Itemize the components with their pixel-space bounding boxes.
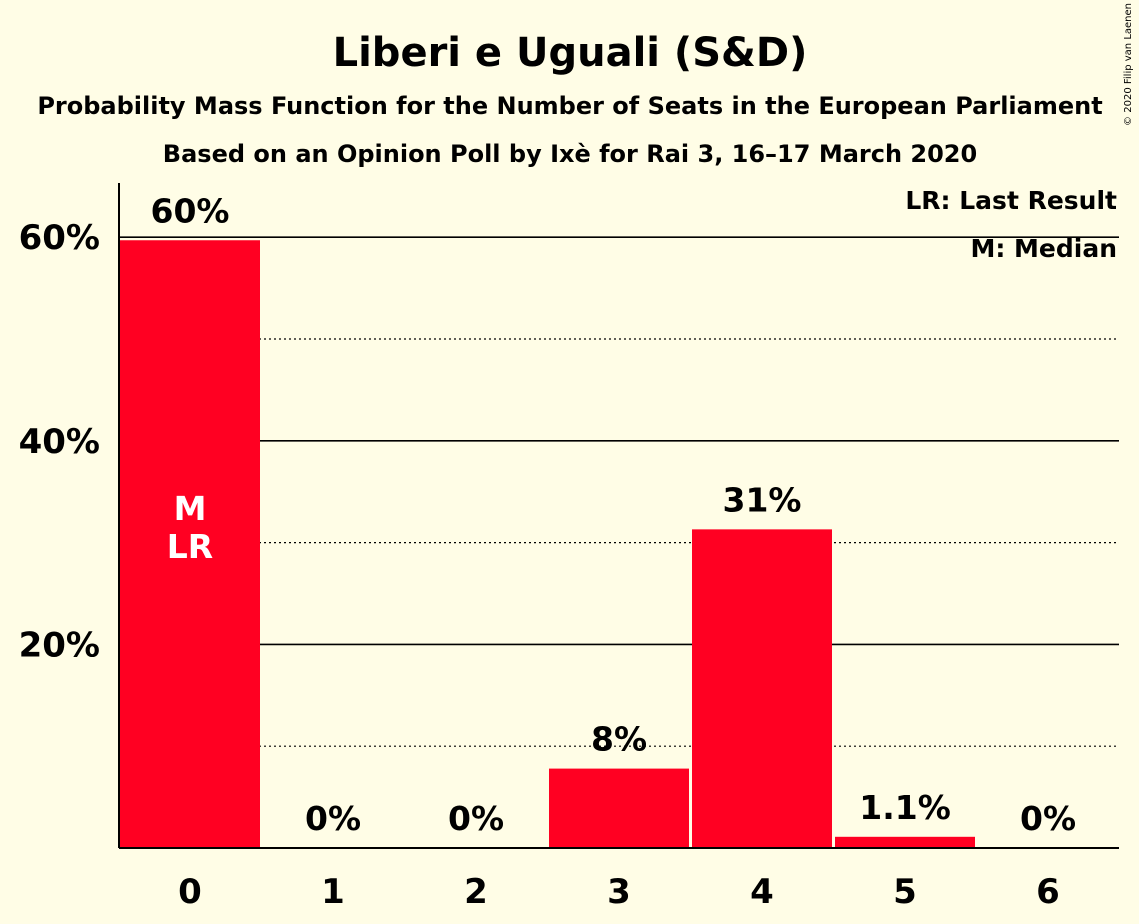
y-tick-label: 20% [19,625,100,665]
bar-seats-3 [549,768,689,848]
y-tick-label: 60% [19,218,100,258]
x-tick-label: 5 [893,872,917,912]
x-tick-label: 3 [607,872,631,912]
bars [120,240,975,848]
x-tick-label: 2 [464,872,488,912]
legend-entry-median: M: Median [970,234,1117,263]
in-bar-marker-m: M [174,489,207,528]
bar-seats-4 [692,529,832,848]
bar-seats-5 [835,836,975,848]
data-label-seats-3: 8% [591,720,647,759]
data-label-seats-4: 31% [723,480,802,519]
data-label-seats-2: 0% [448,799,504,838]
x-tick-label: 6 [1036,872,1060,912]
data-labels: 60% 0% 0% 8% 31% 1.1% 0% MLR [151,191,1077,838]
bar-seats-0 [120,240,260,848]
y-tick-label: 40% [19,422,100,462]
gridlines [119,236,1119,747]
data-label-seats-0: 60% [151,191,230,230]
data-label-seats-1: 0% [305,799,361,838]
chart-subtitle-poll: Based on an Opinion Poll by Ixè for Rai … [163,140,977,168]
in-bar-marker-lr: LR [167,527,213,566]
chart-title: Liberi e Uguali (S&D) [333,30,808,76]
data-label-seats-6: 0% [1020,799,1076,838]
x-tick-label: 4 [750,872,774,912]
legend-entry-last-result: LR: Last Result [905,186,1117,215]
x-tick-label: 1 [321,872,345,912]
chart-subtitle: Probability Mass Function for the Number… [37,92,1102,120]
x-tick-label: 0 [178,872,202,912]
data-label-seats-5: 1.1% [859,788,951,827]
copyright-notice: © 2020 Filip van Laenen [1123,3,1134,126]
axes: 20% 40% 60% 0 1 2 3 4 5 6 [19,183,1119,912]
